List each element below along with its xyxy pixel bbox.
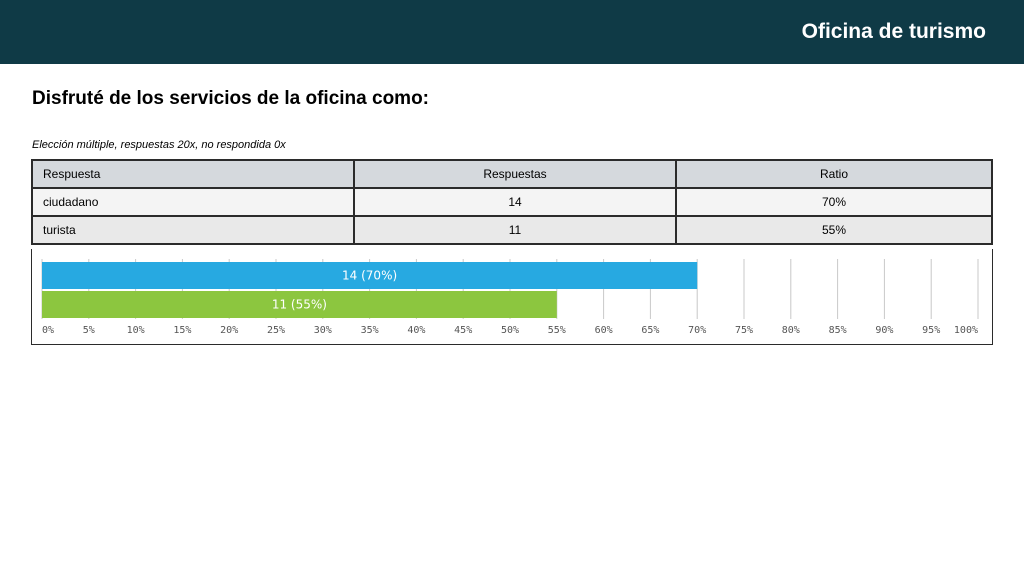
x-tick-label: 20% [220,325,238,336]
x-tick-label: 40% [407,325,425,336]
x-tick-label: 50% [501,325,519,336]
x-tick-label: 30% [314,325,332,336]
table-row: turista 11 55% [31,215,993,245]
results-table: Respuesta Respuestas Ratio ciudadano 14 … [31,159,993,245]
header-title: Oficina de turismo [801,20,986,43]
header-bar: Oficina de turismo [0,0,1024,64]
x-tick-label: 45% [454,325,472,336]
x-tick-label: 60% [595,325,613,336]
cell-answer: ciudadano [31,187,355,217]
column-header-answer: Respuesta [31,159,355,189]
question-title: Disfruté de los servicios de la oficina … [32,88,430,109]
x-tick-label: 70% [688,325,706,336]
cell-ratio: 55% [675,215,993,245]
x-tick-label: 35% [361,325,379,336]
x-tick-label: 0% [42,325,54,336]
bar-data-label: 14 (70%) [342,269,397,283]
x-tick-label: 90% [875,325,893,336]
x-tick-label: 75% [735,325,753,336]
x-tick-label: 10% [127,325,145,336]
bar-chart-svg: 0% 5% 10% 15% 20% 25% 30% 35% 40% 45% 50% 55% 60% 65%… [41,259,979,336]
bar-ciudadano [42,262,698,289]
x-tick-label: 5% [83,325,95,336]
x-tick-label: 25% [267,325,285,336]
column-header-ratio: Ratio [675,159,993,189]
cell-answer: turista [31,215,355,245]
x-tick-label: 15% [173,325,191,336]
bar-data-label: 11 (55%) [272,298,327,312]
table-header-row: Respuesta Respuestas Ratio [31,159,993,189]
x-tick-label: 80% [782,325,800,336]
x-tick-label: 100% [954,325,978,336]
x-tick-label: 65% [641,325,659,336]
bar-chart: 0% 5% 10% 15% 20% 25% 30% 35% 40% 45% 50% 55% 60% 65%… [31,249,993,345]
x-tick-label: 85% [829,325,847,336]
bar-turista [42,291,557,318]
x-tick-label: 55% [548,325,566,336]
column-header-count: Respuestas [353,159,677,189]
cell-ratio: 70% [675,187,993,217]
question-meta: Elección múltiple, respuestas 20x, no re… [32,139,286,151]
table-row: ciudadano 14 70% [31,187,993,217]
cell-count: 11 [353,215,677,245]
cell-count: 14 [353,187,677,217]
x-tick-label: 95% [922,325,940,336]
